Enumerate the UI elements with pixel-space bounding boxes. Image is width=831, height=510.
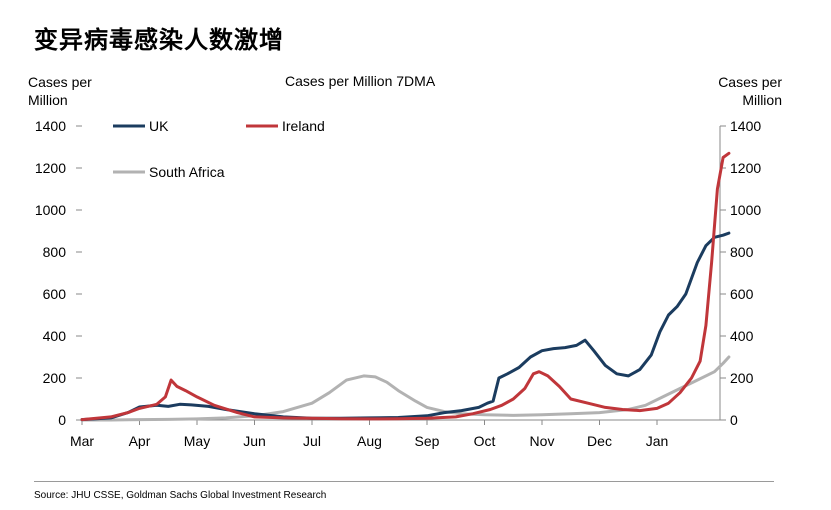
x-tick-label: Jan xyxy=(646,433,669,449)
x-tick-label: Nov xyxy=(530,433,555,449)
left-tick-label: 200 xyxy=(43,370,67,386)
right-tick-label: 1200 xyxy=(730,160,761,176)
source-divider xyxy=(34,481,774,482)
chart-title: 变异病毒感染人数激增 xyxy=(34,26,284,54)
right-tick-label: 1400 xyxy=(730,118,761,134)
source-note: Source: JHU CSSE, Goldman Sachs Global I… xyxy=(34,490,327,501)
series-line-south-africa xyxy=(80,355,731,422)
left-tick-label: 600 xyxy=(43,286,67,302)
x-tick-label: Sep xyxy=(415,433,440,449)
right-tick-label: 400 xyxy=(730,328,754,344)
x-tick-label: Aug xyxy=(357,433,382,449)
left-tick-label: 800 xyxy=(43,244,67,260)
line-chart: 0 0 200 200 400 400 600 600 800 800 1000 1000 1200 12… xyxy=(35,118,762,449)
series-line-uk xyxy=(80,231,731,422)
left-tick-label: 0 xyxy=(58,412,66,428)
x-tick-label: Mar xyxy=(70,433,94,449)
left-tick-label: 400 xyxy=(43,328,67,344)
x-tick-label: Oct xyxy=(474,433,496,449)
x-tick-label: Apr xyxy=(129,433,151,449)
right-tick-label: 600 xyxy=(730,286,754,302)
legend-label-south-africa: South Africa xyxy=(149,164,225,180)
right-tick-label: 1000 xyxy=(730,202,761,218)
series-line-ireland xyxy=(80,151,731,422)
legend-label-ireland: Ireland xyxy=(282,118,325,134)
left-tick-label: 1200 xyxy=(35,160,66,176)
x-tick-label: Jun xyxy=(243,433,266,449)
right-axis-title-text: Cases per Million xyxy=(718,74,782,108)
x-tick-label: Jul xyxy=(303,433,321,449)
legend-label-uk: UK xyxy=(149,118,169,134)
left-axis-title: Cases per Million xyxy=(28,73,92,109)
right-tick-label: 200 xyxy=(730,370,754,386)
right-tick-label: 0 xyxy=(730,412,738,428)
left-axis-title-text: Cases per Million xyxy=(28,74,92,108)
left-tick-label: 1000 xyxy=(35,202,66,218)
x-tick-label: Dec xyxy=(587,433,612,449)
chart-subtitle: Cases per Million 7DMA xyxy=(285,73,436,89)
right-tick-label: 800 xyxy=(730,244,754,260)
left-tick-label: 1400 xyxy=(35,118,66,134)
x-tick-label: May xyxy=(184,433,210,449)
right-axis-title: Cases per Million xyxy=(682,73,782,109)
